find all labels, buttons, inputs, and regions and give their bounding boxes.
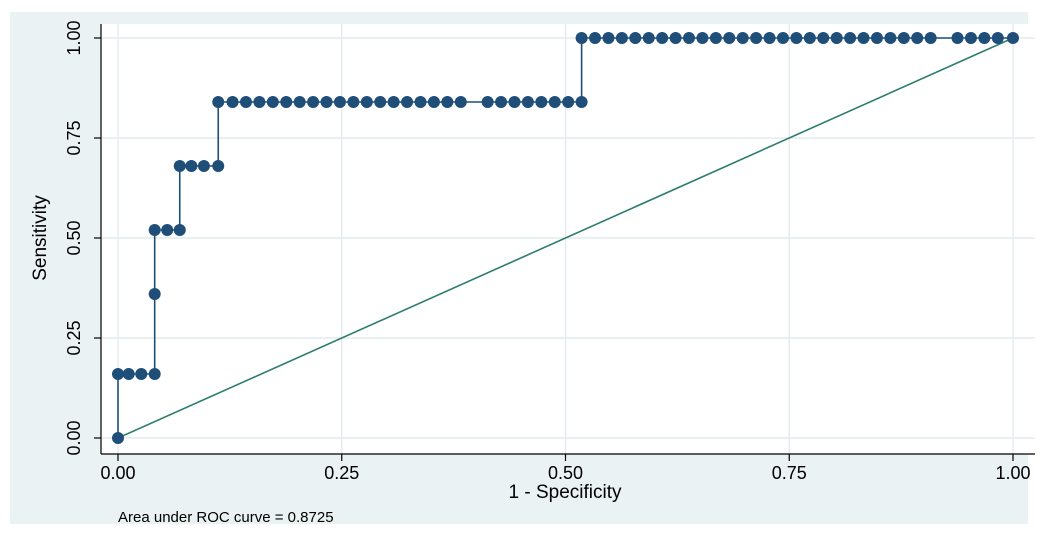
roc-point	[535, 96, 548, 108]
roc-point	[669, 32, 682, 44]
roc-point	[548, 96, 561, 108]
roc-point	[293, 96, 306, 108]
roc-point	[521, 96, 534, 108]
reference-line-layer	[117, 37, 1014, 439]
roc-point	[347, 96, 360, 108]
roc-point	[212, 96, 225, 108]
roc-point	[857, 32, 870, 44]
y-axis-title: Sensitivity	[30, 195, 51, 281]
roc-point	[575, 32, 588, 44]
roc-point	[320, 96, 333, 108]
roc-point	[750, 32, 763, 44]
roc-point	[615, 32, 628, 44]
roc-point	[427, 96, 440, 108]
roc-point	[135, 368, 148, 380]
roc-point	[360, 96, 373, 108]
roc-point	[951, 32, 964, 44]
roc-point	[830, 32, 843, 44]
roc-point	[602, 32, 615, 44]
roc-point	[790, 32, 803, 44]
y-tick-label: 0.00	[64, 420, 84, 455]
roc-point	[696, 32, 709, 44]
roc-point	[736, 32, 749, 44]
roc-point	[387, 96, 400, 108]
tick-labels: 0.00 0.25 0.50 0.75 1.00 0.00 0.25 0.50 0.75 1.00	[64, 20, 1035, 483]
y-tick-label: 1.00	[64, 20, 84, 55]
roc-point	[1007, 32, 1019, 44]
auc-note: Area under ROC curve = 0.8725	[118, 509, 334, 526]
roc-point	[112, 432, 124, 444]
x-tick-label: 1.00	[995, 463, 1030, 483]
roc-curve-layer	[112, 32, 1019, 444]
roc-point	[763, 32, 776, 44]
roc-point	[991, 32, 1004, 44]
x-tick-label: 0.25	[324, 463, 359, 483]
roc-point	[897, 32, 910, 44]
roc-point	[226, 96, 239, 108]
roc-point	[239, 96, 252, 108]
x-tick-label: 0.50	[548, 463, 583, 483]
roc-point	[709, 32, 722, 44]
roc-point	[562, 96, 575, 108]
x-axis-title: 1 - Specificity	[509, 482, 622, 503]
roc-point	[629, 32, 642, 44]
roc-point	[266, 96, 279, 108]
roc-point	[161, 224, 174, 236]
roc-point	[307, 96, 320, 108]
roc-point	[575, 96, 588, 108]
roc-point	[148, 368, 161, 380]
y-tick-label: 0.50	[64, 220, 84, 255]
roc-point	[212, 160, 225, 172]
roc-point	[978, 32, 991, 44]
roc-point	[197, 160, 210, 172]
roc-point	[817, 32, 830, 44]
roc-point	[185, 160, 198, 172]
roc-point	[148, 224, 161, 236]
roc-point	[844, 32, 857, 44]
roc-point	[656, 32, 669, 44]
roc-point	[253, 96, 266, 108]
roc-point	[870, 32, 883, 44]
roc-point	[414, 96, 427, 108]
roc-point	[924, 32, 937, 44]
roc-point	[173, 160, 186, 172]
roc-point	[112, 368, 124, 380]
x-tick-label: 0.75	[772, 463, 807, 483]
y-tick-label: 0.25	[64, 320, 84, 355]
x-tick-label: 0.00	[100, 463, 135, 483]
roc-point	[911, 32, 924, 44]
roc-point	[723, 32, 736, 44]
roc-point	[683, 32, 696, 44]
roc-point	[374, 96, 387, 108]
roc-point	[495, 96, 508, 108]
roc-point	[441, 96, 454, 108]
roc-point	[803, 32, 816, 44]
roc-point	[122, 368, 135, 380]
roc-point	[508, 96, 521, 108]
roc-point	[280, 96, 293, 108]
roc-point	[173, 224, 186, 236]
roc-point	[642, 32, 655, 44]
roc-point	[333, 96, 346, 108]
reference-line	[117, 37, 1014, 439]
roc-point	[964, 32, 977, 44]
roc-point	[589, 32, 602, 44]
roc-point	[148, 288, 161, 300]
y-tick-label: 0.75	[64, 120, 84, 155]
roc-point	[884, 32, 897, 44]
plot-area	[101, 24, 1035, 454]
roc-point	[454, 96, 467, 108]
roc-point	[481, 96, 494, 108]
roc-point	[401, 96, 414, 108]
roc-point	[776, 32, 789, 44]
